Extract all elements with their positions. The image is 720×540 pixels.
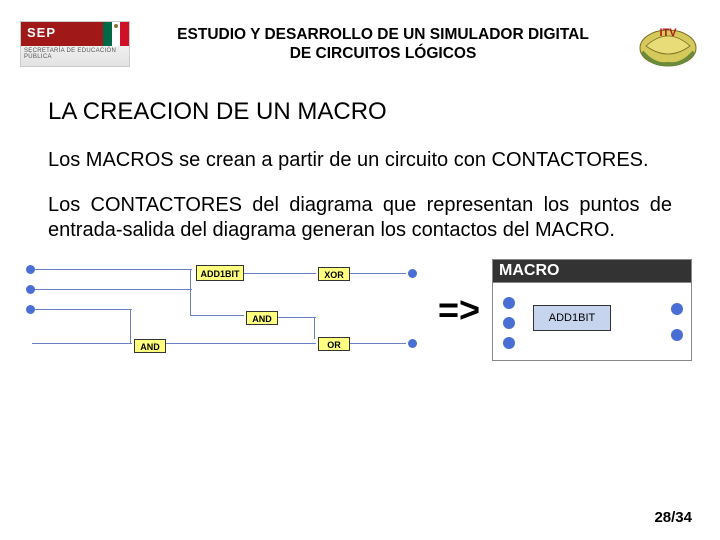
title-line-1: ESTUDIO Y DESARROLLO DE UN SIMULADOR DIG…	[144, 25, 622, 44]
circuit-diagram: ADD1BIT XOR AND AND OR	[18, 259, 426, 361]
page-number: 28/34	[654, 509, 692, 526]
section-heading: LA CREACION DE UN MACRO	[0, 76, 720, 138]
gate-xor: XOR	[318, 267, 350, 281]
macro-input-dot	[503, 317, 515, 329]
itv-logo-text: ITV	[659, 27, 677, 39]
wire	[190, 269, 191, 315]
wire	[166, 343, 316, 344]
itv-logo: ITV	[636, 18, 700, 70]
gate-and: AND	[246, 311, 278, 325]
diagram-row: ADD1BIT XOR AND AND OR => MACRO ADD1BIT	[0, 253, 720, 361]
wire	[350, 273, 406, 274]
wire	[244, 273, 316, 274]
contactor-dot	[26, 285, 35, 294]
macro-body: ADD1BIT	[493, 283, 691, 357]
gate-and: AND	[134, 339, 166, 353]
contactor-dot	[408, 339, 417, 348]
slide-header: SEP SECRETARÍA DE EDUCACIÓN PÚBLICA ESTU…	[0, 0, 720, 76]
macro-input-dot	[503, 337, 515, 349]
macro-block: MACRO ADD1BIT	[492, 259, 692, 361]
wire	[32, 343, 132, 344]
macro-input-dot	[503, 297, 515, 309]
wire	[314, 317, 315, 339]
paragraph-2: Los CONTACTORES del diagrama que represe…	[0, 183, 720, 253]
wire	[190, 315, 244, 316]
wire	[32, 309, 132, 310]
paragraph-1: Los MACROS se crean a partir de un circu…	[0, 138, 720, 183]
wire	[32, 269, 192, 270]
macro-output-dot	[671, 303, 683, 315]
sep-logo: SEP SECRETARÍA DE EDUCACIÓN PÚBLICA	[20, 21, 130, 67]
wire	[32, 289, 192, 290]
macro-chip: ADD1BIT	[533, 305, 611, 331]
slide-title: ESTUDIO Y DESARROLLO DE UN SIMULADOR DIG…	[138, 25, 628, 64]
gate-add1bit: ADD1BIT	[196, 265, 244, 281]
wire	[278, 317, 316, 318]
wire	[130, 309, 131, 343]
macro-output-dot	[671, 329, 683, 341]
macro-title: MACRO	[493, 260, 691, 283]
sep-logo-subtext: SECRETARÍA DE EDUCACIÓN PÚBLICA	[21, 46, 129, 66]
title-line-2: DE CIRCUITOS LÓGICOS	[144, 44, 622, 63]
arrow-icon: =>	[432, 289, 486, 331]
wire	[350, 343, 406, 344]
mexican-flag-icon	[103, 22, 129, 46]
contactor-dot	[408, 269, 417, 278]
gate-or: OR	[318, 337, 350, 351]
contactor-dot	[26, 305, 35, 314]
contactor-dot	[26, 265, 35, 274]
sep-logo-text: SEP	[21, 22, 103, 46]
